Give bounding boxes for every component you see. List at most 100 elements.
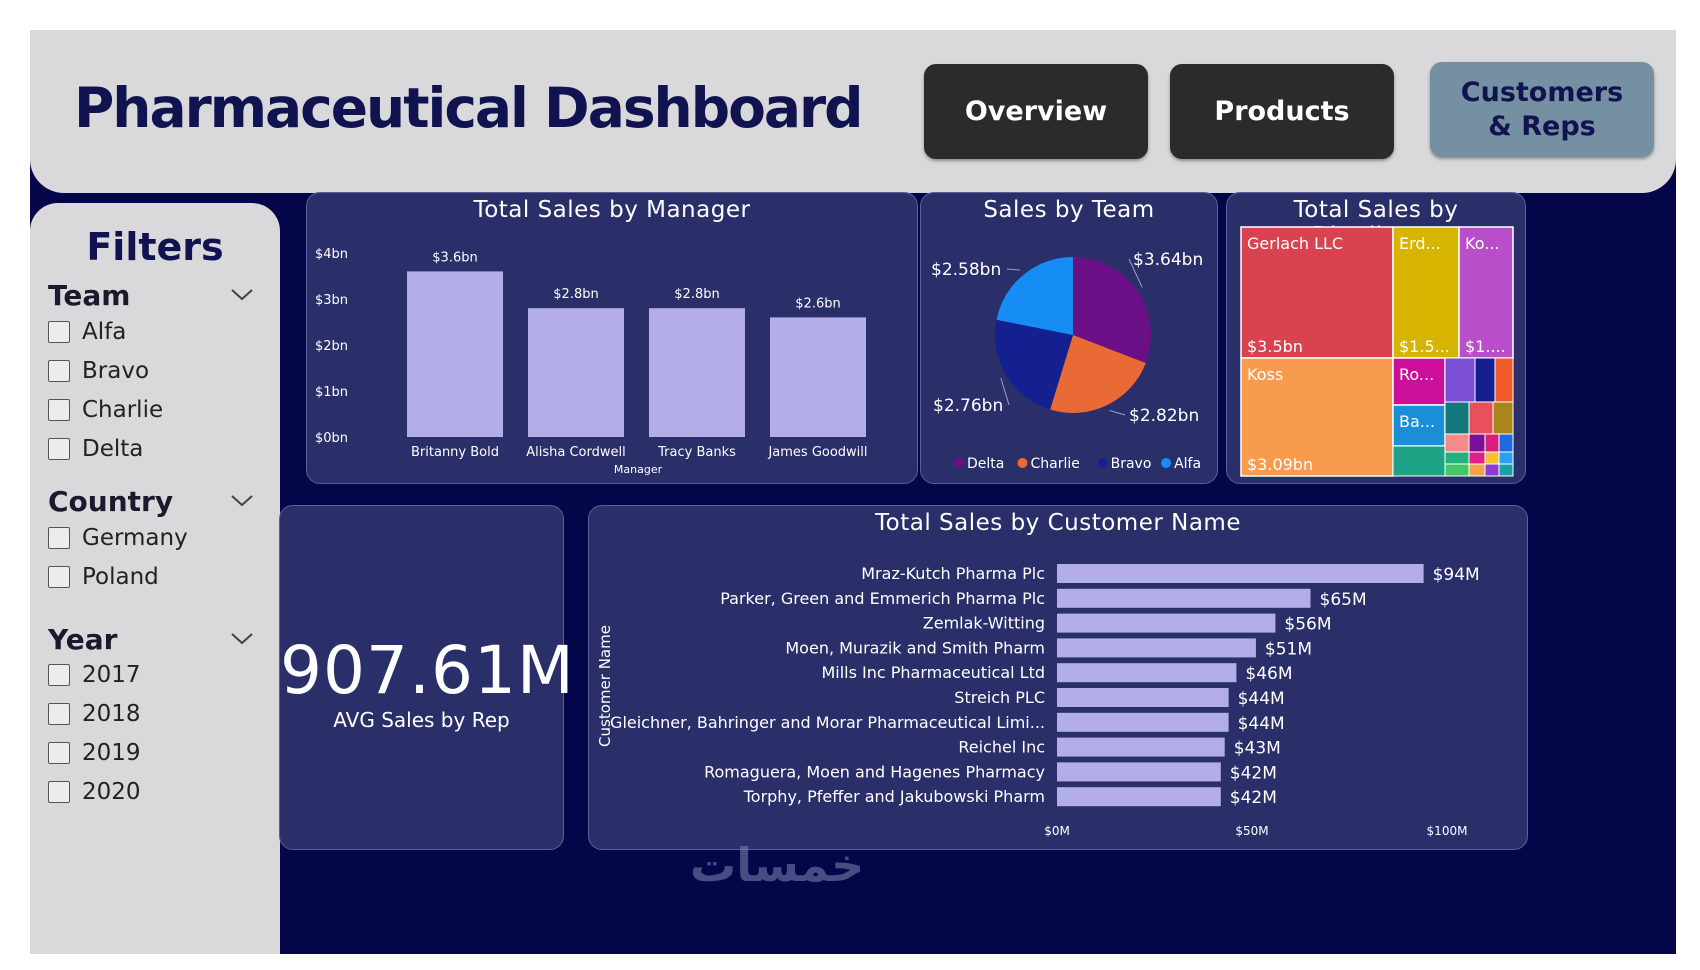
treemap-tile-small[interactable] <box>1444 463 1470 477</box>
distributor-treemap: Gerlach LLC $3.5bn Erd... $1.5... Ko... $1...… <box>1240 226 1514 477</box>
country-option-germany[interactable]: Germany <box>48 525 188 551</box>
bar-data-label: $42M <box>1230 788 1277 808</box>
checkbox[interactable] <box>48 438 70 460</box>
option-label: 2018 <box>82 701 141 727</box>
team-option-bravo[interactable]: Bravo <box>48 358 149 384</box>
treemap-tile-value: $3.5bn <box>1247 337 1303 356</box>
treemap-tile-small[interactable] <box>1474 357 1496 403</box>
checkbox[interactable] <box>48 742 70 764</box>
pie-slice[interactable] <box>995 319 1073 410</box>
pie-slice[interactable] <box>996 257 1073 335</box>
customer-bar[interactable] <box>1057 688 1229 707</box>
treemap-tile[interactable] <box>1458 226 1514 359</box>
customer-bar[interactable] <box>1057 588 1311 608</box>
team-pie-chart: $3.64bn $2.82bn $2.76bn $2.58bn Delta Charlie… <box>931 250 1203 472</box>
treemap-tile-small[interactable] <box>1484 451 1500 465</box>
customer-bar[interactable] <box>1057 737 1225 757</box>
y-tick-label: $4bn <box>315 247 348 262</box>
category-label: Torphy, Pfeffer and Jakubowski Pharm <box>743 787 1045 806</box>
treemap-tile-small[interactable] <box>1468 463 1486 477</box>
customer-bar[interactable] <box>1057 787 1221 807</box>
treemap-tile-small[interactable] <box>1484 433 1500 453</box>
customer-chart-title: Total Sales by Customer Name <box>875 510 1241 536</box>
treemap-tile-small[interactable] <box>1468 401 1494 435</box>
chevron-down-icon[interactable] <box>230 283 254 307</box>
bar-data-label: $42M <box>1230 763 1277 783</box>
treemap-tile-small[interactable] <box>1444 433 1470 453</box>
team-option-alfa[interactable]: Alfa <box>48 319 126 345</box>
category-label: Gleichner, Bahringer and Morar Pharmaceu… <box>610 713 1045 732</box>
checkbox[interactable] <box>48 399 70 421</box>
manager-bar[interactable] <box>649 308 745 437</box>
manager-bar[interactable] <box>407 271 503 437</box>
legend-marker <box>1097 458 1108 468</box>
treemap-tile-small[interactable] <box>1498 463 1514 477</box>
treemap-tile-small[interactable] <box>1494 357 1514 403</box>
overview-button[interactable]: Overview <box>924 64 1148 159</box>
treemap-tile-small[interactable] <box>1444 401 1470 435</box>
customer-bar[interactable] <box>1057 663 1237 683</box>
checkbox[interactable] <box>48 703 70 725</box>
customer-bar[interactable] <box>1057 712 1229 732</box>
treemap-tile[interactable] <box>1240 226 1394 359</box>
checkbox[interactable] <box>48 664 70 686</box>
bar-data-label: $43M <box>1234 739 1281 759</box>
header: Pharmaceutical Dashboard Overview Produc… <box>30 30 1676 193</box>
treemap-tile-name: Erd... <box>1399 234 1441 253</box>
bar-data-label: $44M <box>1238 689 1285 709</box>
treemap-tile-value: $1.... <box>1465 337 1506 356</box>
checkbox[interactable] <box>48 781 70 803</box>
treemap-tile-small[interactable] <box>1498 451 1514 465</box>
option-label: Poland <box>82 564 159 590</box>
checkbox[interactable] <box>48 527 70 549</box>
year-option-2019[interactable]: 2019 <box>48 740 141 766</box>
customer-bar-chart: Mraz-Kutch Pharma Plc $94M Parker, Green a… <box>596 564 1480 838</box>
pie-slice[interactable] <box>1050 335 1146 413</box>
treemap-tile-small[interactable] <box>1468 451 1486 465</box>
checkbox[interactable] <box>48 321 70 343</box>
customer-bar[interactable] <box>1057 564 1424 583</box>
category-label: Parker, Green and Emmerich Pharma Plc <box>720 589 1045 608</box>
treemap-tile-small[interactable] <box>1444 357 1476 403</box>
treemap-tile-small[interactable] <box>1468 433 1486 453</box>
team-filter-title: Team <box>48 279 131 312</box>
year-option-2020[interactable]: 2020 <box>48 779 141 805</box>
pie-slice[interactable] <box>1073 257 1151 364</box>
x-tick-label: $0M <box>1044 824 1070 838</box>
customer-bar[interactable] <box>1057 762 1221 782</box>
checkbox[interactable] <box>48 566 70 588</box>
chevron-down-icon[interactable] <box>230 489 254 513</box>
bar-data-label: $56M <box>1284 615 1331 635</box>
treemap-tile-small[interactable] <box>1444 451 1470 465</box>
treemap-tile-name: Gerlach LLC <box>1247 234 1343 253</box>
y-tick-label: $2bn <box>315 339 348 354</box>
customer-bar[interactable] <box>1057 613 1276 633</box>
category-label: Mraz-Kutch Pharma Plc <box>861 564 1045 583</box>
year-option-2018[interactable]: 2018 <box>48 701 141 727</box>
treemap-tile-small[interactable] <box>1492 401 1514 435</box>
distributor-sales-panel: Total Sales by Distributor Gerlach LLC$3… <box>1226 192 1526 484</box>
leader-line <box>1006 268 1020 271</box>
year-filter-title: Year <box>48 623 118 656</box>
checkbox[interactable] <box>48 360 70 382</box>
treemap-tile-small[interactable] <box>1498 433 1514 453</box>
manager-bar[interactable] <box>528 308 624 437</box>
option-label: Delta <box>82 436 144 462</box>
chevron-down-icon[interactable] <box>230 627 254 651</box>
treemap-tile-small[interactable] <box>1392 445 1446 477</box>
pie-data-label: $2.58bn <box>931 260 1001 280</box>
kpi-value: 907.61M <box>280 632 575 709</box>
year-option-2017[interactable]: 2017 <box>48 662 141 688</box>
option-label: Germany <box>82 525 188 551</box>
category-label: Reichel Inc <box>958 738 1045 757</box>
treemap-tile[interactable] <box>1392 226 1460 359</box>
team-option-delta[interactable]: Delta <box>48 436 143 462</box>
country-option-poland[interactable]: Poland <box>48 564 159 590</box>
category-label: Moen, Murazik and Smith Pharm <box>785 638 1045 657</box>
products-button[interactable]: Products <box>1170 64 1394 159</box>
customers-reps-button[interactable]: Customers & Reps <box>1430 62 1654 157</box>
manager-bar[interactable] <box>770 317 866 437</box>
customer-bar[interactable] <box>1057 638 1256 658</box>
treemap-tile-small[interactable] <box>1484 463 1500 477</box>
team-option-charlie[interactable]: Charlie <box>48 397 163 423</box>
